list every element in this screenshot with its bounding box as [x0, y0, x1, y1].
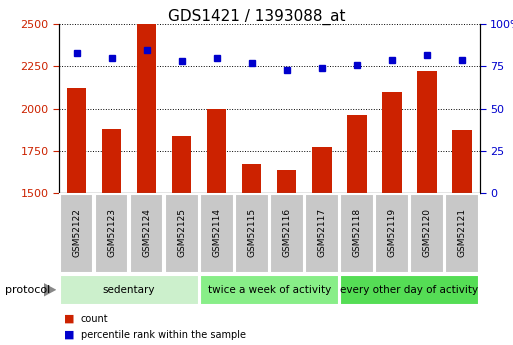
Text: GSM52117: GSM52117: [318, 208, 326, 257]
Bar: [102, 129, 121, 193]
FancyBboxPatch shape: [410, 194, 444, 274]
FancyBboxPatch shape: [165, 194, 199, 274]
FancyBboxPatch shape: [60, 275, 199, 305]
Bar: [172, 136, 191, 193]
FancyBboxPatch shape: [340, 275, 479, 305]
FancyBboxPatch shape: [270, 194, 304, 274]
Text: protocol: protocol: [5, 285, 50, 295]
Text: sedentary: sedentary: [103, 285, 155, 295]
FancyBboxPatch shape: [445, 194, 479, 274]
FancyBboxPatch shape: [235, 194, 269, 274]
Text: every other day of activity: every other day of activity: [341, 285, 479, 295]
Polygon shape: [44, 283, 56, 297]
Text: GSM52114: GSM52114: [212, 208, 221, 257]
FancyBboxPatch shape: [200, 194, 233, 274]
Bar: [137, 24, 156, 193]
Text: GSM52125: GSM52125: [177, 208, 186, 257]
Bar: [347, 116, 367, 193]
Text: GSM52124: GSM52124: [142, 208, 151, 257]
Text: GSM52120: GSM52120: [423, 208, 431, 257]
Bar: [452, 130, 472, 193]
Text: ■: ■: [64, 314, 74, 324]
FancyBboxPatch shape: [60, 194, 93, 274]
Text: GSM52116: GSM52116: [282, 208, 291, 257]
Text: percentile rank within the sample: percentile rank within the sample: [81, 330, 246, 339]
Bar: [207, 109, 226, 193]
Bar: [277, 169, 297, 193]
Text: ■: ■: [64, 330, 74, 339]
Bar: [242, 165, 262, 193]
Text: GSM52123: GSM52123: [107, 208, 116, 257]
Text: GSM52121: GSM52121: [458, 208, 467, 257]
FancyBboxPatch shape: [200, 275, 339, 305]
Bar: [312, 147, 331, 193]
FancyBboxPatch shape: [375, 194, 409, 274]
FancyBboxPatch shape: [95, 194, 128, 274]
FancyBboxPatch shape: [305, 194, 339, 274]
Text: GSM52118: GSM52118: [352, 208, 362, 257]
Text: twice a week of activity: twice a week of activity: [208, 285, 331, 295]
Bar: [67, 88, 86, 193]
Text: GSM52115: GSM52115: [247, 208, 256, 257]
Text: GDS1421 / 1393088_at: GDS1421 / 1393088_at: [168, 9, 345, 25]
FancyBboxPatch shape: [340, 194, 374, 274]
FancyBboxPatch shape: [130, 194, 164, 274]
Bar: [382, 92, 402, 193]
Bar: [418, 71, 437, 193]
Text: count: count: [81, 314, 108, 324]
Text: GSM52119: GSM52119: [387, 208, 397, 257]
Text: GSM52122: GSM52122: [72, 208, 81, 257]
